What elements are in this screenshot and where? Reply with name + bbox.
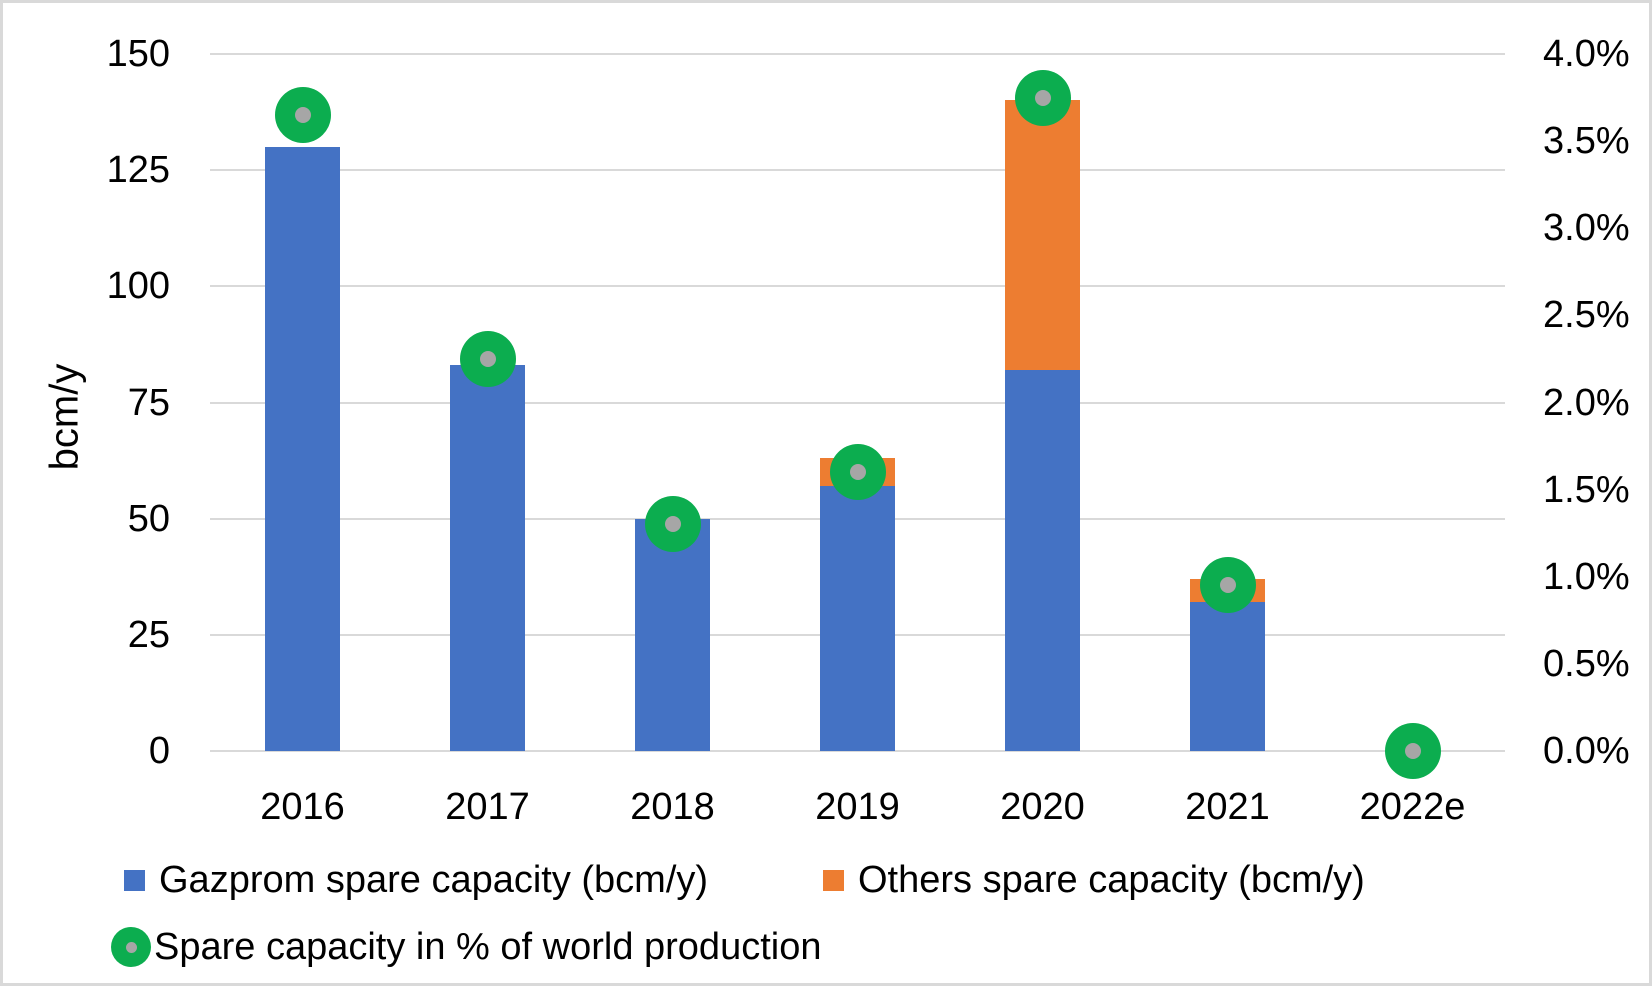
bar-gazprom-2017 [450,365,525,751]
legend-swatch-others-icon [823,869,844,891]
legend-swatch-percent-dot-core [125,941,137,953]
x-axis-label-2016: 2016 [260,786,345,828]
left-axis-tick-125: 125 [106,149,170,192]
bar-gazprom-2018 [635,518,710,751]
dot-core-2020 [1034,89,1051,106]
dot-spare-pct-2019 [829,444,886,501]
left-axis-tick-25: 25 [127,613,170,656]
legend-item-gazprom: Gazprom spare capacity (bcm/y) [124,859,708,901]
left-axis-tick-75: 75 [127,381,170,424]
dot-core-2018 [664,516,681,533]
dot-spare-pct-2020 [1014,69,1071,126]
x-axis-label-2017: 2017 [445,786,530,828]
dot-spare-pct-2022e [1384,723,1441,779]
legend-label-spare-pct: Spare capacity in % of world production [154,926,822,968]
x-axis-label-2020: 2020 [1000,786,1085,828]
right-axis-tick-4.0: 4.0% [1543,33,1630,75]
dot-core-2016 [294,106,311,123]
gridline-0 [210,750,1505,752]
legend-item-others: Others spare capacity (bcm/y) [823,859,1365,901]
right-axis-tick-2.5: 2.5% [1543,294,1630,337]
x-axis-label-2021: 2021 [1185,786,1270,828]
bar-gazprom-2020 [1005,369,1080,751]
right-axis-tick-2.0: 2.0% [1543,381,1630,424]
dot-spare-pct-2016 [274,86,331,143]
bar-gazprom-2019 [820,486,895,751]
right-axis-tick-3.0: 3.0% [1543,207,1630,250]
legend-label-others: Others spare capacity (bcm/y) [858,859,1365,901]
dot-spare-pct-2017 [459,330,516,387]
dot-core-2021 [1219,577,1236,594]
left-axis-tick-150: 150 [106,33,170,75]
right-axis-tick-0.0: 0.0% [1543,730,1630,772]
legend-item-spare-pct: Spare capacity in % of world production [111,926,821,968]
plot-area [210,53,1505,779]
right-axis-tick-3.5: 3.5% [1543,120,1630,163]
left-axis-ticks: 0 25 50 75 100 125 150 [3,3,170,983]
bar-others-2020 [1005,100,1080,370]
x-axis-label-2022e: 2022e [1359,786,1466,828]
x-axis-label-2019: 2019 [815,786,900,828]
left-axis-tick-50: 50 [127,497,170,540]
left-axis-tick-100: 100 [106,265,170,308]
right-axis-tick-1.5: 1.5% [1543,468,1630,511]
dot-spare-pct-2018 [644,496,701,553]
bar-gazprom-2016 [265,146,340,751]
dot-core-2017 [479,350,496,367]
dot-core-2019 [849,464,866,481]
gridline-150 [210,53,1505,55]
legend-swatch-percent-dot-icon [111,927,151,967]
legend-swatch-gazprom-icon [124,869,145,891]
gridline-75 [210,401,1505,404]
right-axis-tick-0.5: 0.5% [1543,642,1630,685]
dot-spare-pct-2021 [1199,557,1256,614]
x-axis-label-2018: 2018 [630,786,715,828]
dot-core-2022e [1404,743,1421,759]
legend-label-gazprom: Gazprom spare capacity (bcm/y) [159,859,709,901]
gridline-125 [210,169,1505,172]
left-axis-tick-0: 0 [148,730,170,772]
gridline-100 [210,285,1505,288]
bar-gazprom-2021 [1190,602,1265,751]
right-axis-tick-1.0: 1.0% [1543,555,1630,598]
